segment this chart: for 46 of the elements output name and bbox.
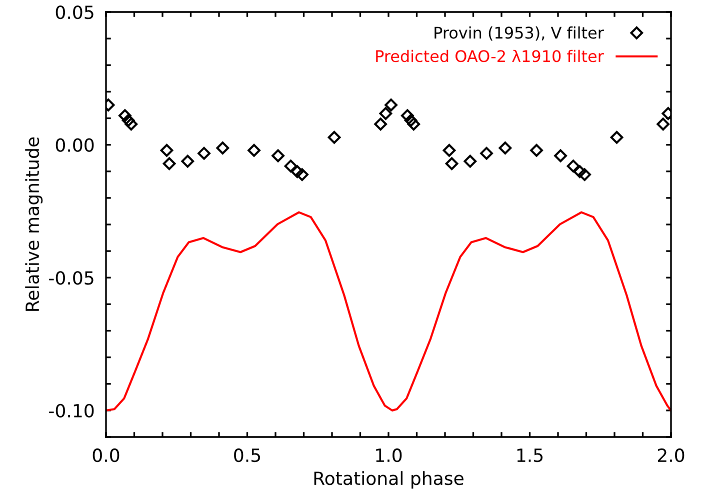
point (272, 149, 284, 162)
x-tick-label: 0.0 (92, 448, 120, 462)
point (656, 118, 670, 131)
point (400, 109, 414, 122)
point (290, 165, 304, 178)
x-tick-label: 1.5 (517, 448, 543, 462)
point (181, 154, 194, 168)
y-tick-label: -0.05 (49, 271, 94, 285)
point (328, 130, 341, 144)
point (566, 160, 580, 173)
point (160, 144, 174, 157)
point (530, 144, 543, 157)
point (374, 118, 388, 131)
point (480, 146, 493, 160)
point (296, 168, 308, 182)
point (384, 98, 398, 112)
point (498, 142, 512, 154)
point (124, 118, 138, 131)
x-tick-label: 0.5 (234, 448, 260, 462)
point (407, 118, 420, 131)
point (464, 154, 477, 168)
point (578, 168, 591, 182)
point (610, 130, 624, 144)
legend-label: Provin (1953), V filter (434, 26, 604, 41)
point (554, 149, 567, 162)
point (445, 157, 458, 170)
x-axis-title: Rotational phase (314, 471, 464, 489)
point (248, 144, 260, 157)
point (284, 160, 298, 173)
y-tick-label: 0.05 (56, 5, 94, 20)
x-tick-label: 2.0 (658, 448, 684, 462)
point (216, 142, 230, 154)
point (442, 144, 456, 157)
y-tick-label: 0.00 (56, 138, 94, 152)
point (162, 157, 176, 170)
legend-label: Predicted OAO-2 λ1910 filter (376, 50, 604, 62)
y-tick-label: -0.10 (49, 404, 94, 418)
point (198, 146, 210, 160)
point (573, 165, 586, 178)
point (118, 109, 132, 122)
point (379, 107, 392, 120)
line-series (106, 211, 671, 412)
y-axis-title: Relative magnitude (25, 137, 43, 311)
point (122, 114, 135, 127)
point (404, 114, 418, 127)
x-tick-label: 1.0 (376, 448, 402, 462)
